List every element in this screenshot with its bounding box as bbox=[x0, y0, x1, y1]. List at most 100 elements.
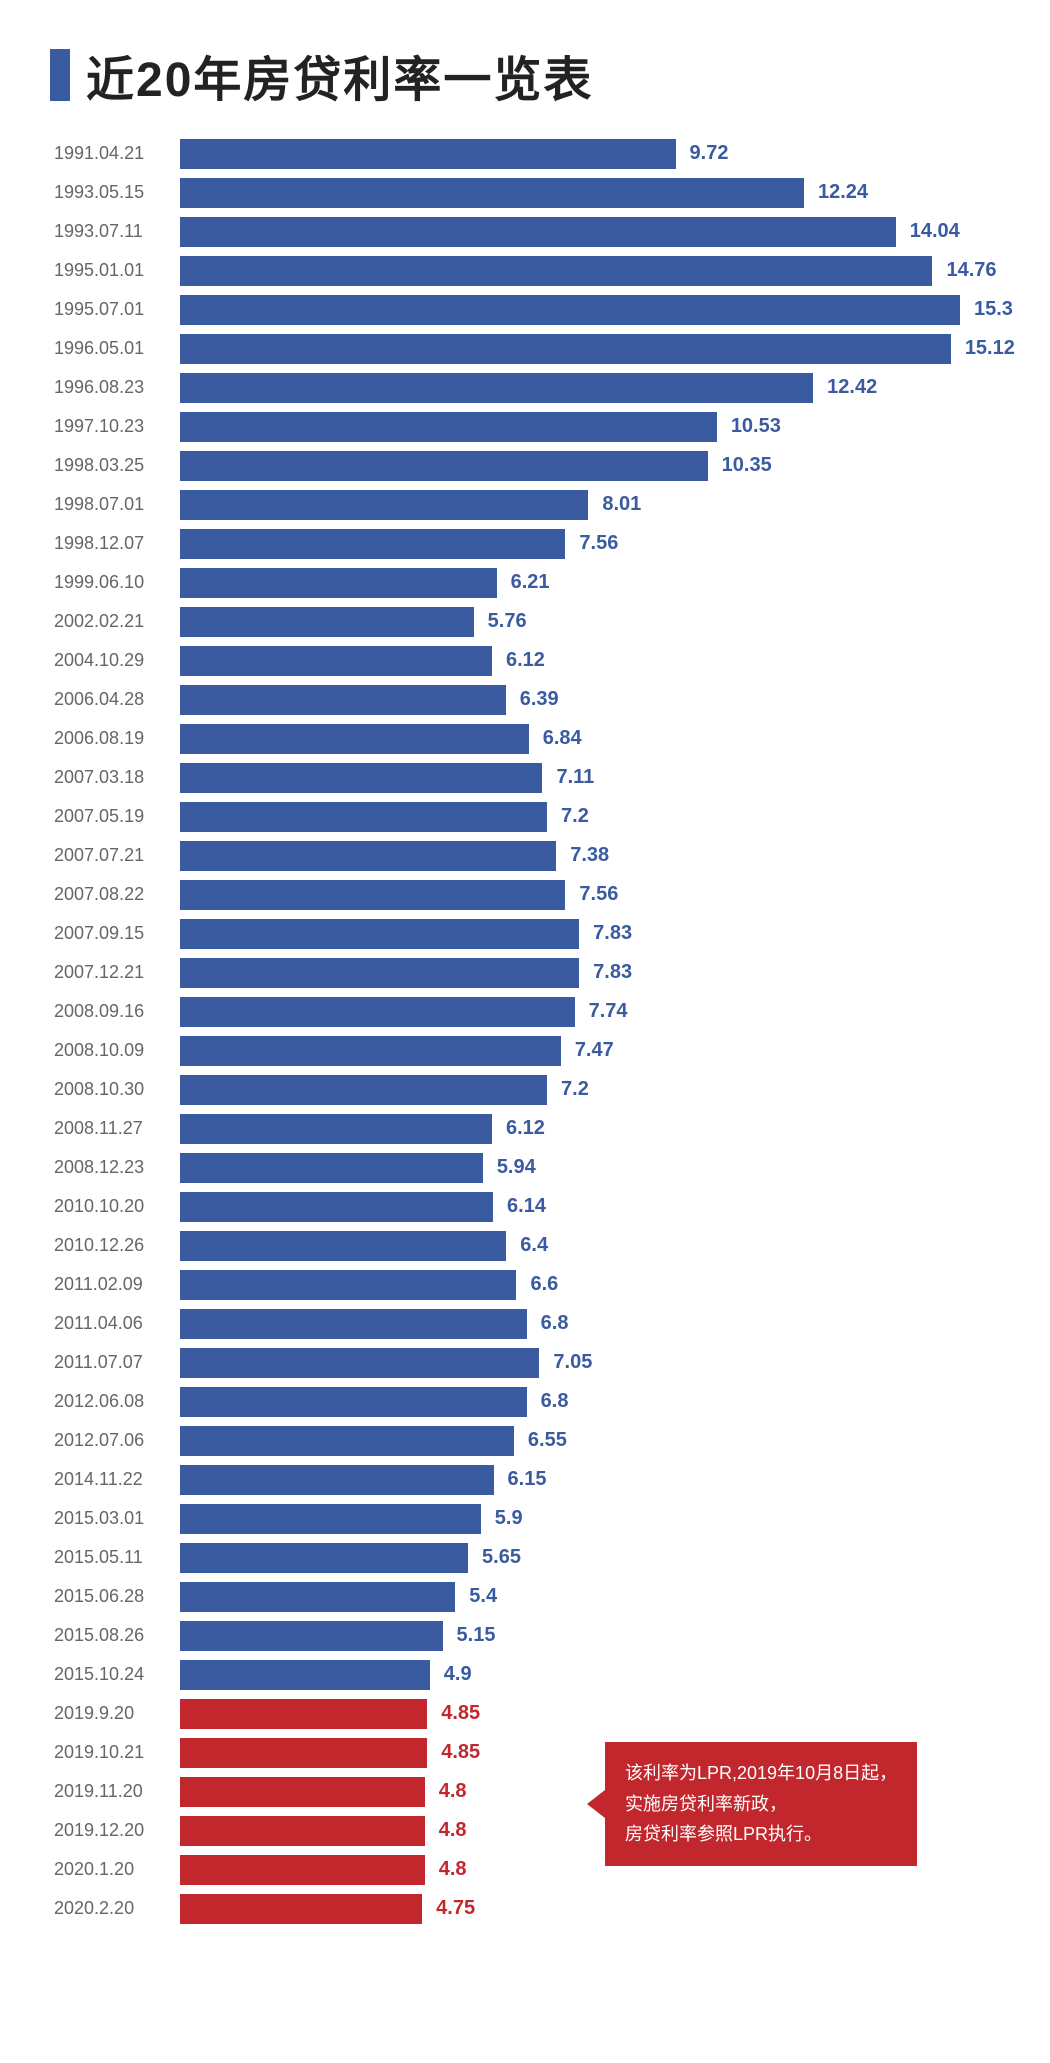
bar bbox=[180, 1192, 493, 1222]
date-label: 1996.05.01 bbox=[50, 338, 180, 359]
bar-area: 7.2 bbox=[180, 1075, 1000, 1105]
bar bbox=[180, 1504, 481, 1534]
date-label: 2007.09.15 bbox=[50, 923, 180, 944]
bar bbox=[180, 763, 542, 793]
bar-area: 7.11 bbox=[180, 763, 1000, 793]
bar bbox=[180, 685, 506, 715]
bar-row: 1993.05.1512.24 bbox=[50, 173, 1000, 212]
bar-area: 8.01 bbox=[180, 490, 1000, 520]
date-label: 2019.12.20 bbox=[50, 1820, 180, 1841]
bar-row: 1991.04.219.72 bbox=[50, 134, 1000, 173]
bar bbox=[180, 256, 932, 286]
bar-area: 4.85 bbox=[180, 1699, 1000, 1729]
bar bbox=[180, 373, 813, 403]
value-label: 6.12 bbox=[506, 1117, 545, 1140]
value-label: 4.8 bbox=[439, 1858, 467, 1881]
value-label: 4.85 bbox=[441, 1741, 480, 1764]
bar-row: 2020.2.204.75 bbox=[50, 1889, 1000, 1928]
value-label: 6.8 bbox=[541, 1390, 569, 1413]
value-label: 10.53 bbox=[731, 415, 781, 438]
bar-row: 1998.07.018.01 bbox=[50, 485, 1000, 524]
bar-area: 6.39 bbox=[180, 685, 1000, 715]
date-label: 1996.08.23 bbox=[50, 377, 180, 398]
value-label: 7.83 bbox=[593, 922, 632, 945]
bar bbox=[180, 1660, 430, 1690]
date-label: 2015.05.11 bbox=[50, 1547, 180, 1568]
bar-row: 2010.12.266.4 bbox=[50, 1226, 1000, 1265]
bar bbox=[180, 1387, 527, 1417]
date-label: 2015.06.28 bbox=[50, 1586, 180, 1607]
bar bbox=[180, 1543, 468, 1573]
date-label: 2012.07.06 bbox=[50, 1430, 180, 1451]
bar-area: 4.75 bbox=[180, 1894, 1000, 1924]
value-label: 7.11 bbox=[556, 766, 594, 789]
bar bbox=[180, 1582, 455, 1612]
bar-row: 2007.05.197.2 bbox=[50, 797, 1000, 836]
value-label: 7.2 bbox=[561, 1078, 589, 1101]
bar bbox=[180, 1699, 427, 1729]
bar-area: 6.4 bbox=[180, 1231, 1000, 1261]
value-label: 8.01 bbox=[602, 493, 641, 516]
bar-area: 7.83 bbox=[180, 958, 1000, 988]
bar-row: 1993.07.1114.04 bbox=[50, 212, 1000, 251]
bar-area: 12.24 bbox=[180, 178, 1000, 208]
bar-area: 5.15 bbox=[180, 1621, 1000, 1651]
date-label: 2007.08.22 bbox=[50, 884, 180, 905]
date-label: 1998.03.25 bbox=[50, 455, 180, 476]
date-label: 2006.08.19 bbox=[50, 728, 180, 749]
bar-row: 2015.08.265.15 bbox=[50, 1616, 1000, 1655]
bar-area: 7.38 bbox=[180, 841, 1000, 871]
bar bbox=[180, 1036, 561, 1066]
bar-area: 5.4 bbox=[180, 1582, 1000, 1612]
bar-area: 6.21 bbox=[180, 568, 1000, 598]
bar-area: 15.3 bbox=[180, 295, 1013, 325]
value-label: 4.9 bbox=[444, 1663, 472, 1686]
value-label: 9.72 bbox=[690, 142, 729, 165]
bar-area: 9.72 bbox=[180, 139, 1000, 169]
bar-row: 2007.07.217.38 bbox=[50, 836, 1000, 875]
bar-row: 1996.05.0115.12 bbox=[50, 329, 1000, 368]
bar-row: 2008.09.167.74 bbox=[50, 992, 1000, 1031]
value-label: 14.76 bbox=[946, 259, 996, 282]
bar-area: 10.53 bbox=[180, 412, 1000, 442]
date-label: 2008.10.09 bbox=[50, 1040, 180, 1061]
bar-area: 14.04 bbox=[180, 217, 1000, 247]
bar-row: 2012.07.066.55 bbox=[50, 1421, 1000, 1460]
date-label: 2006.04.28 bbox=[50, 689, 180, 710]
date-label: 2007.03.18 bbox=[50, 767, 180, 788]
bar-row: 1998.03.2510.35 bbox=[50, 446, 1000, 485]
value-label: 6.21 bbox=[511, 571, 550, 594]
bar-row: 1997.10.2310.53 bbox=[50, 407, 1000, 446]
bar-area: 6.8 bbox=[180, 1309, 1000, 1339]
value-label: 7.83 bbox=[593, 961, 632, 984]
value-label: 6.8 bbox=[541, 1312, 569, 1335]
bar-row: 2008.12.235.94 bbox=[50, 1148, 1000, 1187]
bar-row: 1998.12.077.56 bbox=[50, 524, 1000, 563]
bar-row: 2006.04.286.39 bbox=[50, 680, 1000, 719]
callout-line: 该利率为LPR,2019年10月8日起， bbox=[625, 1758, 897, 1789]
bar-row: 2007.09.15 7.83 bbox=[50, 914, 1000, 953]
bar bbox=[180, 1894, 422, 1924]
date-label: 1998.12.07 bbox=[50, 533, 180, 554]
date-label: 2015.10.24 bbox=[50, 1664, 180, 1685]
value-label: 7.74 bbox=[589, 1000, 628, 1023]
bar-row: 2008.10.307.2 bbox=[50, 1070, 1000, 1109]
value-label: 6.84 bbox=[543, 727, 582, 750]
bar-area: 6.8 bbox=[180, 1387, 1000, 1417]
date-label: 2019.9.20 bbox=[50, 1703, 180, 1724]
bar-area: 14.76 bbox=[180, 256, 1000, 286]
value-label: 15.3 bbox=[974, 298, 1013, 321]
bar-row: 2011.07.077.05 bbox=[50, 1343, 1000, 1382]
value-label: 4.8 bbox=[439, 1819, 467, 1842]
callout-box: 该利率为LPR,2019年10月8日起，实施房贷利率新政，房贷利率参照LPR执行… bbox=[605, 1742, 917, 1866]
bar-row: 2015.05.115.65 bbox=[50, 1538, 1000, 1577]
bar bbox=[180, 490, 588, 520]
title-accent-bar bbox=[50, 49, 70, 101]
bar-row: 1996.08.2312.42 bbox=[50, 368, 1000, 407]
bar bbox=[180, 451, 708, 481]
bar bbox=[180, 334, 951, 364]
bar bbox=[180, 646, 492, 676]
date-label: 2011.02.09 bbox=[50, 1274, 180, 1295]
date-label: 1993.05.15 bbox=[50, 182, 180, 203]
bar bbox=[180, 1309, 527, 1339]
